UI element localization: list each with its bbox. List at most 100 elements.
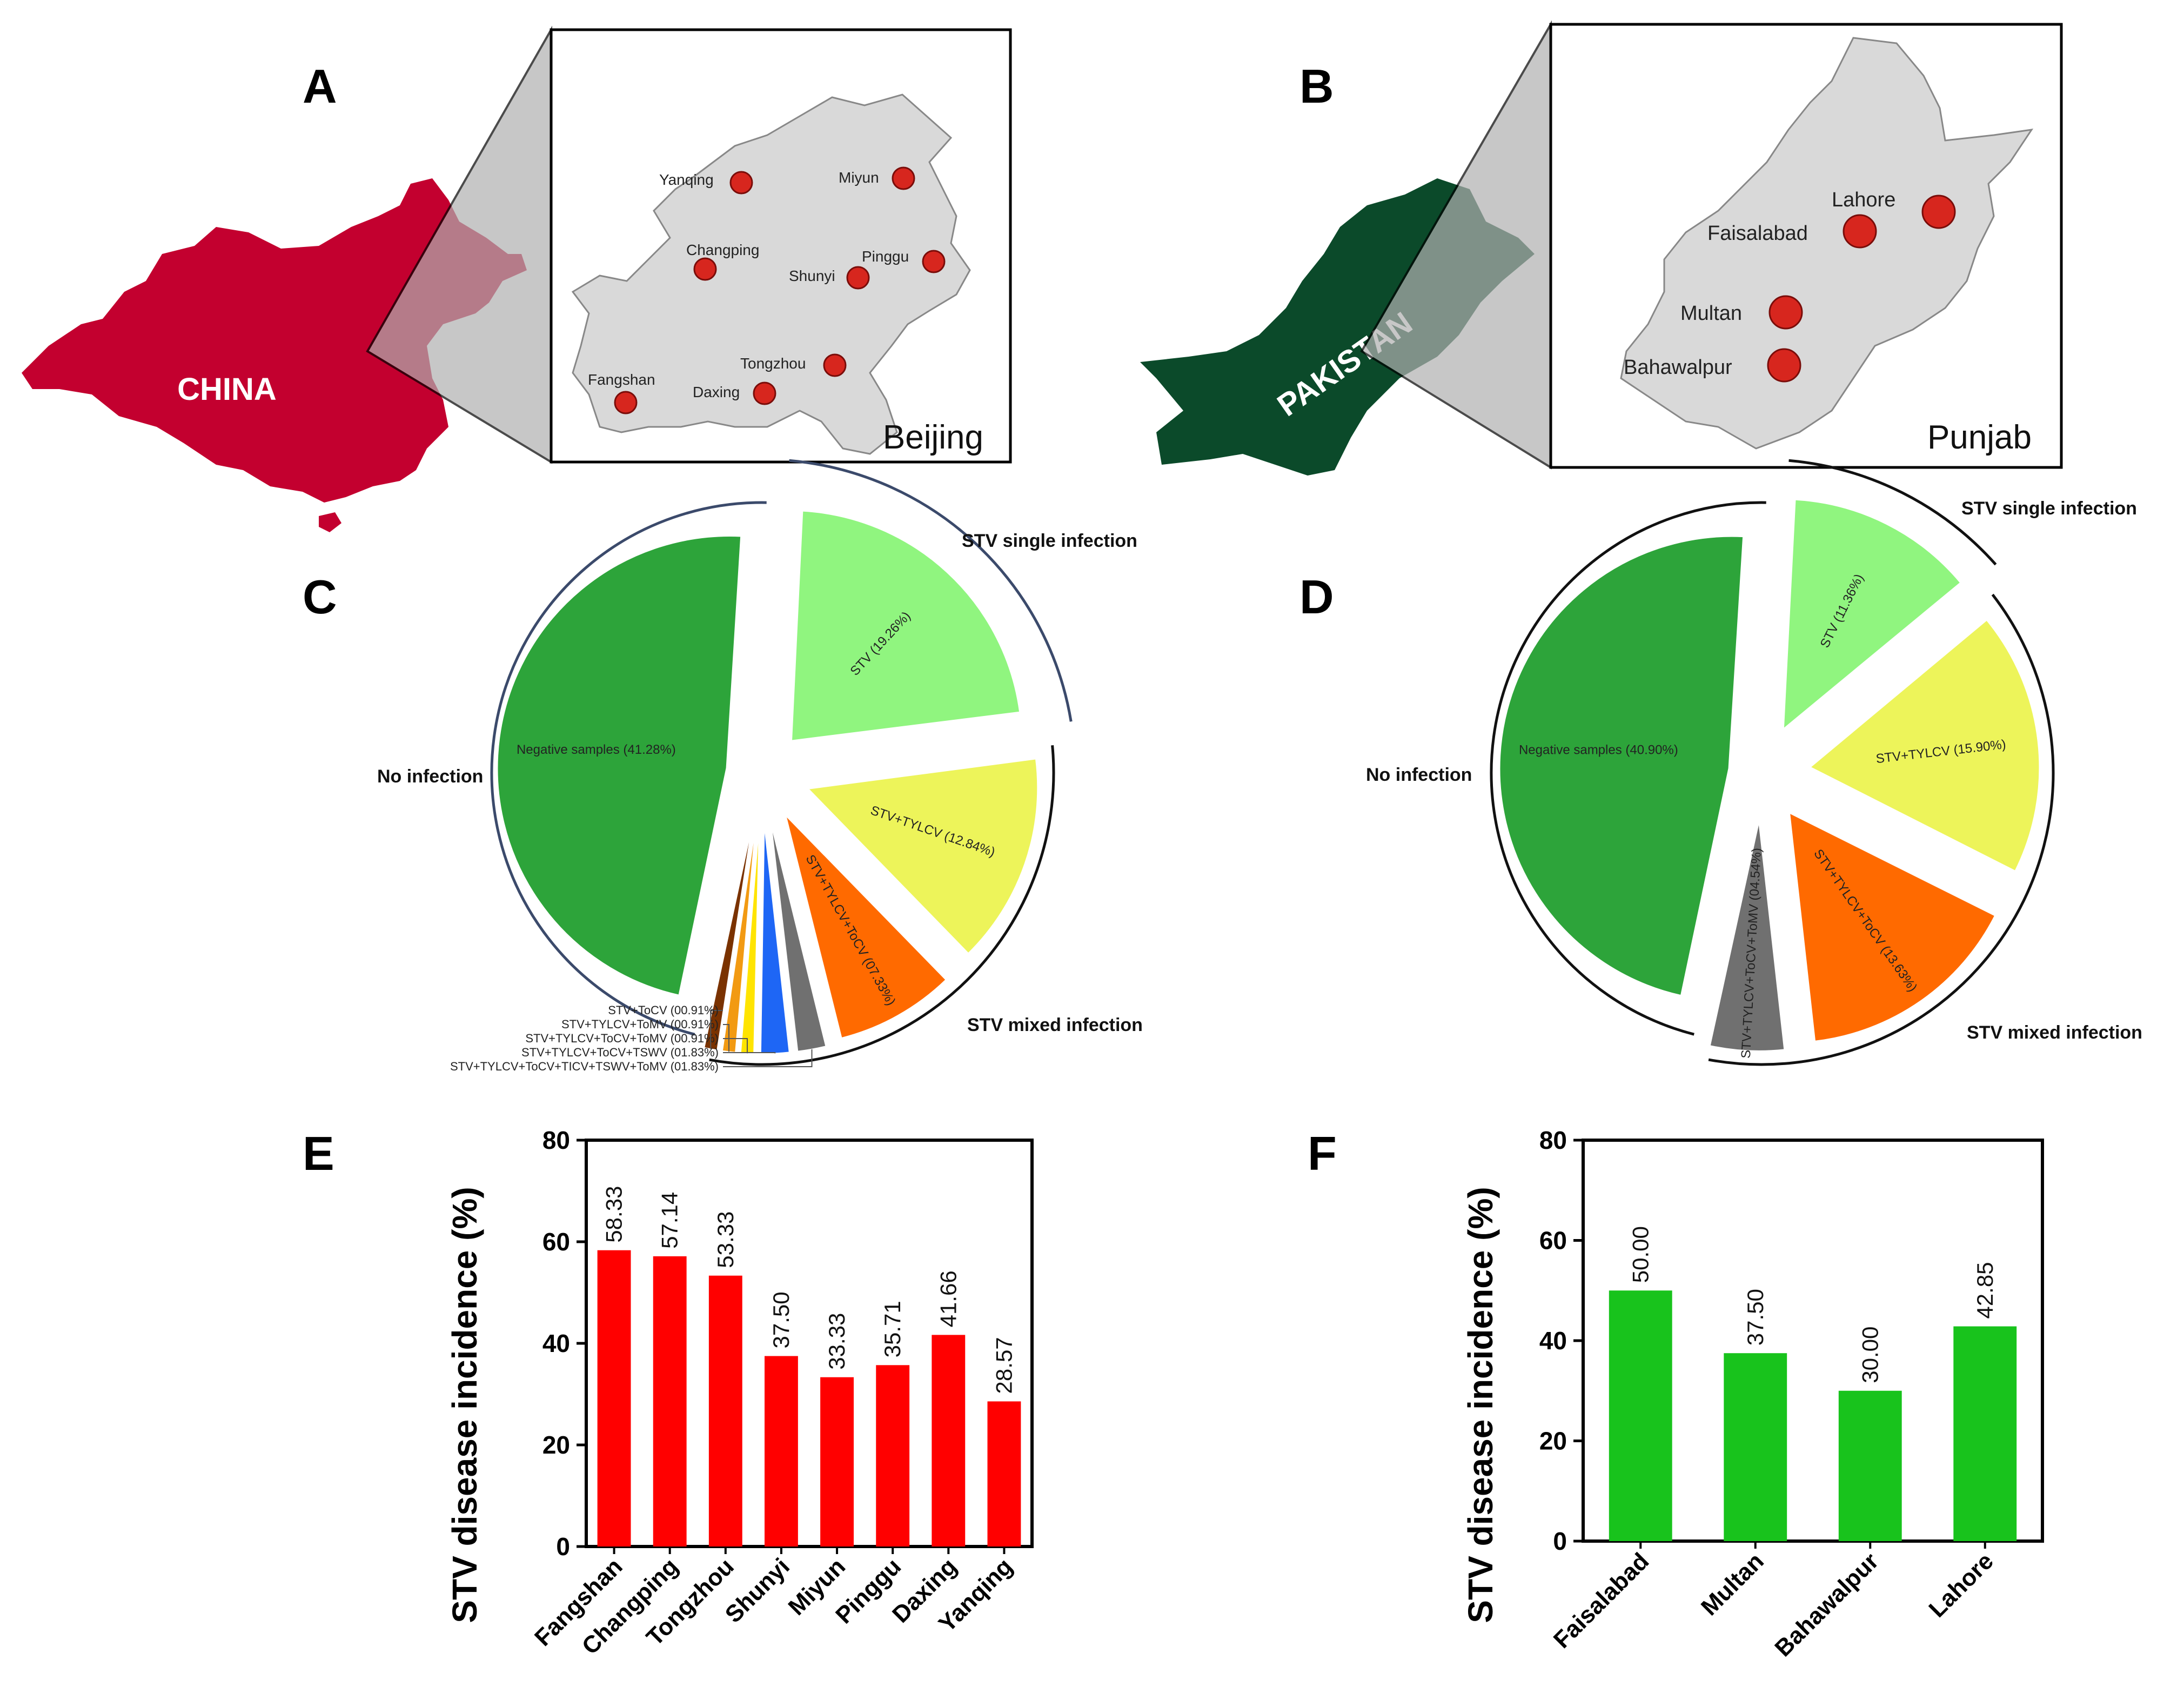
region-label-beijing: Beijing <box>883 419 983 456</box>
city-label: Multan <box>1680 302 1742 325</box>
bar-value-label: 35.71 <box>880 1301 905 1357</box>
map-panel-a: A CHINA Beijing Yanqing Miyun Changping … <box>22 25 1012 532</box>
bar-chart-e: E STV disease incidence (%) 0 20 40 60 80 58.… <box>303 1126 1034 1660</box>
bar <box>932 1335 966 1547</box>
group-label-no-infection: No infection <box>1366 765 1472 785</box>
leader-line <box>710 1010 723 1049</box>
slice-label: STV+TYLCV+ToCV+TICV+TSWV+ToMV (01.83%) <box>450 1060 719 1073</box>
city-label: Fangshan <box>588 371 655 388</box>
bar <box>653 1256 687 1547</box>
hainan-shape <box>319 512 341 532</box>
bar <box>597 1250 631 1547</box>
panel-label-e: E <box>303 1127 334 1180</box>
y-tick-label: 60 <box>1539 1227 1567 1255</box>
city-label: Yanqing <box>659 171 714 188</box>
city-label: Bahawalpur <box>1624 356 1732 379</box>
tomato-icon <box>1768 295 1803 330</box>
group-label-single-infection: STV single infection <box>962 531 1137 551</box>
tomato-icon <box>892 166 915 190</box>
slice-label: Negative samples (40.90%) <box>1519 742 1678 757</box>
bar <box>708 1275 742 1547</box>
slice-label: STV+ToCV (00.91%) <box>608 1003 719 1017</box>
y-axis-label: STV disease incidence (%) <box>445 1187 484 1623</box>
pie-slice <box>1809 619 2040 872</box>
bar-value-label: 37.50 <box>768 1291 794 1348</box>
y-tick-label: 40 <box>542 1329 570 1357</box>
bar <box>1838 1390 1902 1541</box>
leader-line <box>723 1038 748 1054</box>
pie-slice <box>790 510 1021 741</box>
group-label-mixed-infection: STV mixed infection <box>967 1015 1143 1035</box>
slice-label: STV+TYLCV+ToMV (00.91%) <box>561 1017 719 1031</box>
tomato-icon <box>729 171 753 195</box>
tomato-icon <box>1767 348 1801 383</box>
bar-chart-f: F STV disease incidence (%) 0 20 40 60 80 50.… <box>1308 1126 2044 1662</box>
leader-line <box>723 1049 813 1067</box>
city-label: Faisalabad <box>1707 222 1808 245</box>
beijing-shape <box>571 93 971 455</box>
tomato-icon <box>753 381 776 405</box>
pie-chart-c: C STV (19.26%)STV+TYLCV (12.84%)STV+TYLC… <box>303 459 1143 1073</box>
bar <box>876 1365 910 1547</box>
bar-value-label: 37.50 <box>1743 1289 1768 1345</box>
group-arc <box>709 745 1055 1066</box>
bar <box>765 1356 798 1547</box>
bar-value-label: 42.85 <box>1972 1262 1998 1318</box>
group-arc <box>1788 459 1997 566</box>
y-tick-label: 20 <box>542 1431 570 1459</box>
y-axis-label: STV disease incidence (%) <box>1461 1187 1500 1623</box>
punjab-shape <box>1620 37 2034 450</box>
pie-slice <box>771 824 827 1052</box>
bar <box>820 1377 854 1547</box>
country-label-china: CHINA <box>177 372 277 407</box>
group-label-no-infection: No infection <box>377 766 483 787</box>
y-tick-label: 80 <box>542 1126 570 1154</box>
slice-label: STV+TYLCV+ToCV+TSWV (01.83%) <box>521 1046 719 1059</box>
pie-slice <box>497 535 742 996</box>
city-label: Tongzhou <box>740 355 806 372</box>
bar-value-label: 30.00 <box>1857 1327 1882 1383</box>
group-arc <box>789 459 1073 722</box>
pie-slice <box>785 814 947 1039</box>
map-panel-b: B PAKISTAN Punjab Lahore Faisalabad Mult… <box>1140 20 2063 476</box>
pie-slice <box>1783 499 1961 730</box>
bar-value-label: 41.66 <box>935 1270 961 1327</box>
group-arc <box>490 501 767 1036</box>
pie-slice <box>704 824 753 1051</box>
punjab-cities: Lahore Faisalabad Multan Bahawalpur <box>1624 189 1956 383</box>
x-tick-label: Faisalabad <box>1549 1548 1654 1653</box>
group-arc <box>1490 501 1766 1036</box>
city-label: Pinggu <box>862 248 909 265</box>
panel-label-f: F <box>1308 1127 1337 1180</box>
panel-label-d: D <box>1299 570 1334 624</box>
pie-slice <box>1499 535 1744 996</box>
x-tick-label: Multan <box>1696 1548 1769 1621</box>
bar <box>1953 1326 2017 1541</box>
y-tick-label: 40 <box>1539 1327 1567 1355</box>
city-label: Changping <box>686 242 759 258</box>
slice-label: Negative samples (41.28%) <box>517 742 676 757</box>
pie-chart-d: D STV (11.36%)STV+TYLCV (15.90%)STV+TYLC… <box>1299 459 2142 1066</box>
y-tick-label: 60 <box>542 1228 570 1256</box>
tomato-icon <box>1921 195 1956 229</box>
bar-value-label: 33.33 <box>824 1313 849 1370</box>
x-tick-label: Bahawalpur <box>1770 1548 1884 1662</box>
bar-value-label: 57.14 <box>657 1192 682 1249</box>
city-label: Miyun <box>839 169 879 186</box>
beijing-cities: Yanqing Miyun Changping Pinggu Shunyi To… <box>588 166 946 414</box>
pie-slice <box>807 758 1039 954</box>
china-shape <box>22 178 527 503</box>
bar <box>987 1401 1021 1547</box>
group-label-mixed-infection: STV mixed infection <box>1967 1022 2142 1043</box>
bar-value-label: 50.00 <box>1627 1226 1653 1283</box>
y-tick-label: 80 <box>1539 1126 1567 1154</box>
leader-line <box>723 1024 729 1052</box>
x-tick-label: Lahore <box>1924 1548 1998 1622</box>
tomato-icon <box>614 391 638 414</box>
bar-value-label: 53.33 <box>713 1211 738 1268</box>
city-label: Lahore <box>1832 189 1895 211</box>
tomato-icon <box>1843 214 1877 249</box>
bar-value-label: 58.33 <box>601 1186 627 1243</box>
region-label-punjab: Punjab <box>1927 419 2032 456</box>
